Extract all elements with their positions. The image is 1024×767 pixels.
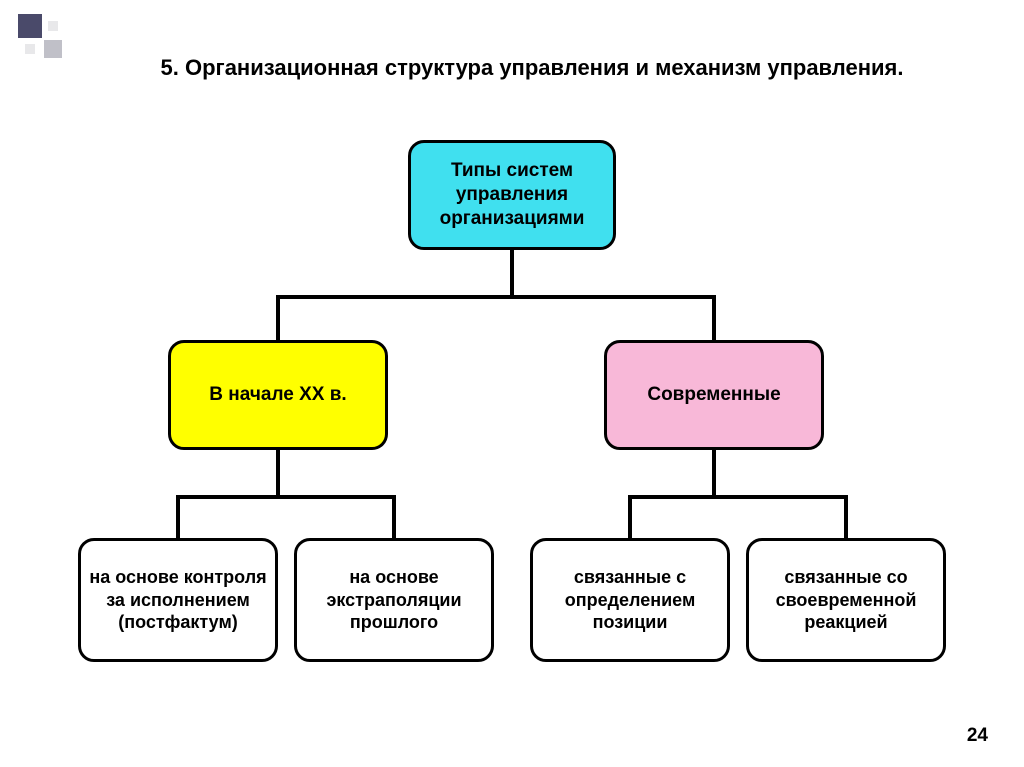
corner-decoration <box>18 14 72 68</box>
node-leaf1: на основе контроля за исполнением (постф… <box>78 538 278 662</box>
node-leaf4: связанные со своевременной реакцией <box>746 538 946 662</box>
node-leaf2: на основе экстраполяции прошлого <box>294 538 494 662</box>
deco-square <box>44 40 62 58</box>
deco-square <box>48 21 58 31</box>
node-right: Современные <box>604 340 824 450</box>
deco-square <box>25 44 35 54</box>
deco-square <box>18 14 42 38</box>
node-left: В начале ХХ в. <box>168 340 388 450</box>
node-root: Типы систем управления организациями <box>408 140 616 250</box>
page-number: 24 <box>967 725 988 747</box>
org-chart-diagram: Типы систем управления организациями В н… <box>50 130 974 707</box>
node-leaf3: связанные с определением позиции <box>530 538 730 662</box>
page-title: 5. Организационная структура управления … <box>100 55 964 81</box>
